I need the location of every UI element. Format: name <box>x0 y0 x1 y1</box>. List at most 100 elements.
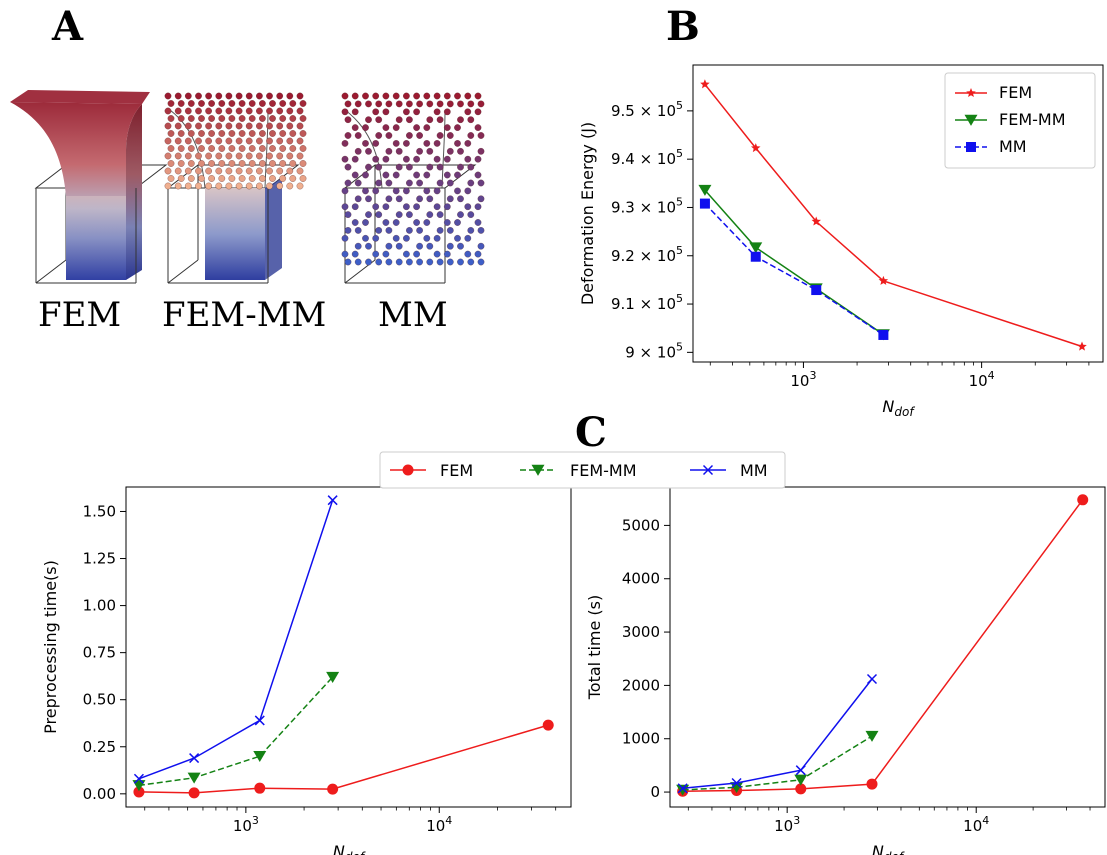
data-point-fem-mm <box>253 750 267 763</box>
particle <box>286 137 294 145</box>
particle <box>344 163 352 171</box>
particle <box>259 145 266 152</box>
particle <box>436 100 444 108</box>
particle <box>198 130 205 137</box>
particle <box>454 171 461 179</box>
particle <box>474 92 482 100</box>
particle <box>174 152 182 160</box>
particle <box>205 137 212 145</box>
x-tick-label: 104 <box>426 814 452 835</box>
particle <box>423 219 431 226</box>
particle <box>443 171 451 179</box>
particle <box>228 175 236 182</box>
y-tick-label: 9.2 × 105 <box>611 244 683 265</box>
particle <box>198 160 205 167</box>
shared-legend-marker <box>531 464 545 476</box>
particle <box>177 100 185 107</box>
particle <box>235 182 243 190</box>
render-label-fem-mm: FEM-MM <box>162 295 326 335</box>
particle <box>276 167 284 175</box>
particle <box>354 132 362 139</box>
data-point-fem <box>866 778 878 790</box>
particle <box>296 182 304 190</box>
particle <box>365 195 372 203</box>
particle <box>286 167 294 175</box>
particle <box>299 160 307 167</box>
y-axis-label: Deformation Energy (J) <box>578 122 597 305</box>
particle <box>205 167 212 175</box>
particle <box>299 115 307 122</box>
particle <box>245 152 253 160</box>
particle <box>426 116 434 124</box>
particle <box>467 211 475 218</box>
particle <box>395 116 403 124</box>
particle <box>395 163 403 171</box>
particle <box>205 182 212 190</box>
particle <box>365 116 372 124</box>
particle <box>256 107 263 115</box>
particle <box>289 145 297 152</box>
particle <box>248 130 256 137</box>
particle <box>344 211 352 218</box>
particle <box>235 122 243 130</box>
particle <box>184 92 192 100</box>
particle <box>413 92 420 100</box>
particle <box>266 137 273 145</box>
particle <box>392 219 400 226</box>
particle <box>372 108 380 116</box>
particle <box>416 147 423 155</box>
particle <box>365 100 372 108</box>
particle <box>218 160 226 167</box>
legend-marker <box>964 114 978 126</box>
y-tick-label: 0.25 <box>83 738 116 756</box>
particle <box>174 167 182 175</box>
particle <box>351 171 359 179</box>
plot-frame <box>669 486 1106 808</box>
particle <box>269 130 276 137</box>
particle <box>215 137 223 145</box>
particle <box>477 179 485 187</box>
particle <box>205 122 212 130</box>
particle <box>385 195 393 203</box>
particle <box>289 100 297 107</box>
particle <box>467 163 475 171</box>
data-point-fem-mm <box>749 242 763 254</box>
particle <box>385 179 393 187</box>
particle <box>269 115 276 122</box>
particle <box>174 92 182 100</box>
particle <box>392 92 400 100</box>
particle <box>426 100 434 108</box>
particle <box>299 175 307 182</box>
particle <box>266 107 273 115</box>
data-point-fem <box>811 216 821 226</box>
particle <box>215 152 223 160</box>
particle <box>413 155 420 163</box>
particle <box>198 145 205 152</box>
x-minor-ticks <box>144 807 557 813</box>
particle <box>406 258 413 266</box>
particle <box>454 234 461 242</box>
particle <box>238 160 246 167</box>
particle <box>423 187 431 195</box>
data-point-fem <box>1077 341 1087 351</box>
particle <box>382 124 390 131</box>
particle <box>426 211 434 218</box>
data-point-fem <box>1077 494 1089 506</box>
legend-label: MM <box>999 137 1027 156</box>
particle <box>477 258 485 266</box>
particle <box>423 140 431 147</box>
particle <box>187 100 195 107</box>
particle <box>446 258 454 266</box>
particle <box>177 160 185 167</box>
particle <box>184 122 192 130</box>
particle <box>454 92 461 100</box>
data-point-mm <box>731 777 742 789</box>
series-line-fem <box>138 724 549 794</box>
particle <box>467 258 475 266</box>
particle <box>167 160 175 167</box>
particle <box>436 179 444 187</box>
particle <box>372 234 380 242</box>
series-line-fem-mm <box>138 676 334 787</box>
particle <box>235 92 243 100</box>
particle <box>354 147 362 155</box>
